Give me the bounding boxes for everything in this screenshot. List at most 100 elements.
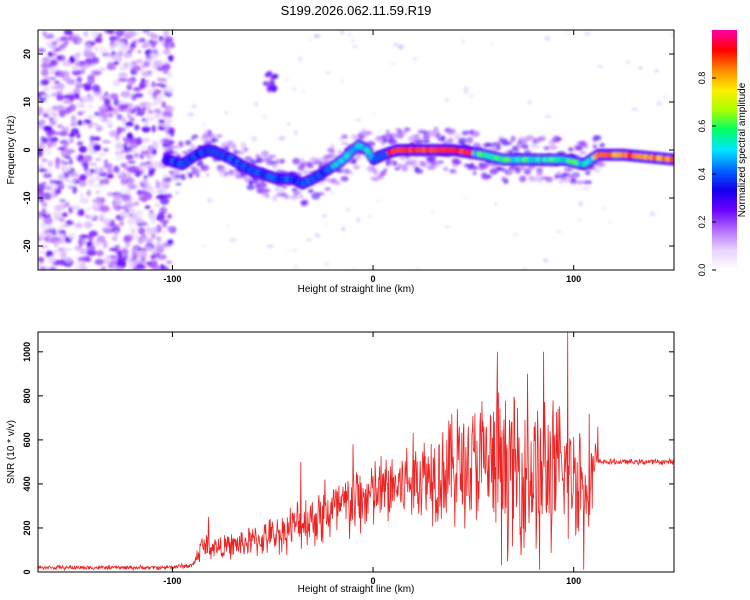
heatmap-cell	[251, 177, 260, 185]
heatmap-cell	[217, 165, 226, 169]
heatmap-cell	[41, 57, 50, 64]
heatmap-cell	[146, 261, 151, 266]
heatmap-cell	[538, 135, 546, 142]
heatmap-cell	[328, 191, 336, 195]
heatmap-cell	[59, 198, 66, 203]
heatmap-cell	[453, 159, 462, 165]
heatmap-cell	[130, 70, 138, 75]
heatmap-cell	[99, 213, 105, 219]
heatmap-cell	[138, 102, 146, 107]
colorbar: 0.0 0.2 0.4 0.6 0.8 Normalized spectral ampl…	[697, 30, 748, 276]
heatmap-cell	[70, 122, 77, 127]
heatmap-cell	[307, 188, 314, 194]
heatmap-cell	[134, 124, 140, 131]
heatmap-cell	[129, 142, 135, 148]
heatmap-cell	[536, 168, 543, 176]
heatmap-cell	[355, 118, 362, 122]
heatmap-cell	[133, 152, 140, 158]
heatmap-cell	[131, 251, 138, 259]
heatmap-cell	[47, 184, 57, 192]
heatmap-cell	[210, 137, 219, 143]
heatmap-cell	[43, 93, 50, 100]
heatmap-cell	[124, 154, 134, 160]
heatmap-cell	[373, 169, 379, 176]
heatmap-cell	[133, 93, 144, 98]
heatmap-cell	[325, 71, 331, 75]
heatmap-cell	[108, 191, 114, 196]
heatmap-cell	[115, 133, 120, 141]
heatmap-cell	[40, 94, 46, 98]
heatmap-cell	[169, 151, 178, 155]
heatmap-cell	[184, 140, 192, 146]
heatmap-cell	[39, 119, 46, 126]
heatmap-cell	[530, 142, 540, 149]
heatmap-cell	[54, 243, 59, 248]
heatmap-cell	[38, 141, 45, 149]
heatmap-cell	[278, 189, 286, 194]
y-tick-label: -10	[22, 191, 32, 204]
heatmap-cell	[437, 160, 444, 164]
heatmap-cell	[113, 61, 120, 65]
heatmap-cell	[50, 69, 55, 75]
heatmap-cell	[78, 242, 83, 247]
heatmap-cell	[163, 193, 173, 199]
heatmap-cell	[41, 202, 48, 208]
heatmap-cell	[292, 248, 298, 252]
heatmap-cell	[413, 133, 421, 140]
heatmap-cell	[545, 176, 554, 183]
heatmap-cell	[383, 168, 388, 172]
heatmap-cell	[190, 144, 196, 150]
heatmap-cell	[145, 160, 152, 165]
heatmap-cell	[115, 142, 124, 150]
spectrogram-y-axis-label: Frequency (Hz)	[6, 116, 17, 185]
heatmap-cell	[38, 48, 46, 53]
heatmap-cell	[127, 226, 138, 231]
heatmap-cell	[129, 197, 135, 201]
heatmap-cell	[41, 62, 49, 69]
heatmap-cell	[235, 173, 243, 179]
heatmap-cell	[466, 136, 474, 144]
heatmap-cell	[55, 104, 65, 111]
heatmap-cell	[195, 173, 201, 178]
heatmap-cell	[149, 227, 158, 234]
heatmap-cell	[153, 60, 163, 68]
heatmap-cell	[172, 146, 180, 150]
heatmap-cell	[564, 167, 573, 172]
heatmap-cell	[83, 118, 92, 124]
snr-frame	[37, 331, 675, 573]
heatmap-cell	[51, 51, 57, 57]
heatmap-cell	[66, 78, 76, 85]
heatmap-cell	[81, 234, 91, 239]
heatmap-cell	[166, 213, 173, 219]
heatmap-cell	[105, 254, 111, 261]
heatmap-cell	[329, 148, 336, 155]
heatmap-cell	[421, 161, 428, 168]
heatmap-cell	[60, 159, 65, 164]
heatmap-cell	[520, 165, 526, 171]
heatmap-cell	[397, 163, 403, 169]
heatmap-cell	[98, 46, 108, 54]
heatmap-cell	[449, 168, 457, 174]
heatmap-ridge-core	[670, 156, 674, 163]
heatmap-cell	[86, 103, 94, 109]
heatmap-cell	[503, 178, 509, 184]
heatmap-cell	[200, 164, 210, 172]
heatmap-cell	[333, 181, 342, 185]
heatmap-cell	[140, 145, 147, 150]
heatmap-cell	[91, 84, 101, 92]
heatmap-cell	[147, 145, 154, 153]
heatmap-cell	[141, 125, 151, 133]
heatmap-cell	[155, 83, 165, 87]
heatmap-cell	[307, 162, 315, 169]
heatmap-cell	[97, 113, 103, 121]
heatmap-cell	[246, 184, 255, 191]
heatmap-cell	[543, 258, 548, 263]
heatmap-cell	[151, 233, 156, 239]
heatmap-cell	[141, 260, 148, 265]
heatmap-cell	[167, 54, 174, 62]
heatmap-cell	[90, 30, 99, 39]
colorbar-tick-label: 0.8	[697, 72, 707, 85]
colorbar-gradient	[712, 30, 737, 270]
snr-plot-area	[38, 332, 674, 572]
heatmap-cell	[79, 248, 88, 255]
